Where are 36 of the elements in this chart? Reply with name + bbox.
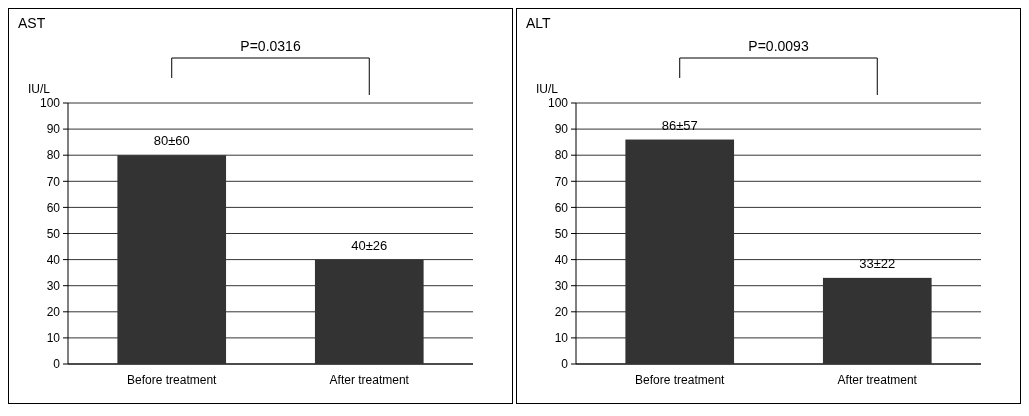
x-tick-label: Before treatment bbox=[127, 373, 218, 387]
y-tick-label: 30 bbox=[554, 278, 569, 293]
y-tick-label: 80 bbox=[46, 148, 61, 163]
x-tick-label: After treatment bbox=[329, 373, 410, 387]
y-tick-label: 100 bbox=[39, 96, 61, 111]
y-tick-label: 20 bbox=[46, 305, 61, 319]
text: P=0.0316 bbox=[240, 38, 301, 54]
x-tick-label: Before treatment bbox=[635, 373, 726, 387]
y-tick-label: 90 bbox=[554, 122, 569, 137]
y-tick-label: 80 bbox=[554, 148, 569, 163]
y-tick-label: 40 bbox=[46, 252, 61, 267]
y-tick-label: 60 bbox=[46, 200, 61, 215]
y-tick-label: 20 bbox=[554, 305, 569, 319]
y-tick-label: 50 bbox=[554, 226, 569, 241]
y-tick-label: 10 bbox=[554, 331, 569, 346]
y-tick-label: 0 bbox=[561, 357, 569, 372]
data-label: 80±60 bbox=[153, 133, 190, 149]
x-tick-label: After treatment bbox=[837, 373, 918, 387]
y-tick-label: 90 bbox=[46, 122, 61, 137]
chart-title: AST bbox=[18, 15, 46, 31]
y-tick-label: 100 bbox=[547, 96, 569, 111]
y-tick-label: 70 bbox=[554, 174, 569, 189]
text: P=0.0093 bbox=[748, 38, 809, 54]
y-tick-label: 70 bbox=[46, 174, 61, 189]
y-tick-label: 50 bbox=[46, 226, 61, 241]
data-label: 33±22 bbox=[859, 255, 896, 271]
y-axis-title: IU/L bbox=[28, 82, 51, 96]
data-label: 86±57 bbox=[661, 117, 698, 133]
y-tick-label: 40 bbox=[554, 252, 569, 267]
y-tick-label: 0 bbox=[53, 357, 61, 372]
chart-title: ALT bbox=[526, 15, 552, 31]
y-tick-label: 60 bbox=[554, 200, 569, 215]
y-axis-title: IU/L bbox=[536, 82, 559, 96]
y-tick-label: 30 bbox=[46, 278, 61, 293]
data-label: 40±26 bbox=[351, 237, 388, 253]
y-tick-label: 10 bbox=[46, 331, 61, 346]
